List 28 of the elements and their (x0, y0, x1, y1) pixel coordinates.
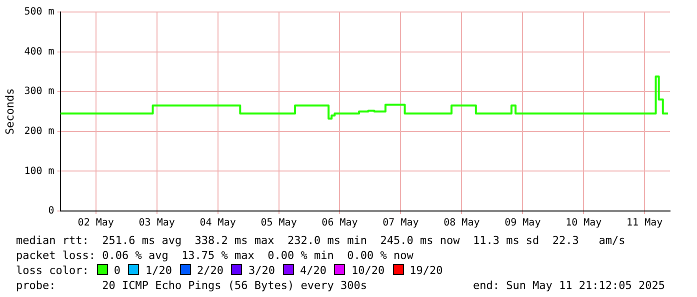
legend-label: 1/20 (145, 264, 172, 277)
text: packet loss: 0.06 % avg 13.75 % max 0.00 % min 0.00 % now (16, 248, 414, 263)
y-tick-label: 200 m (24, 126, 54, 137)
y-tick-label: 400 m (24, 46, 54, 58)
legend-label: 10/20 (351, 264, 385, 277)
legend-label: 2/20 (196, 264, 224, 277)
legend-label: 3/20 (248, 264, 275, 277)
y-tick-label: 0 (48, 206, 54, 217)
x-tick-label: 10 May (566, 218, 602, 229)
y-axis-title: Seconds (3, 88, 16, 135)
x-tick-label: 07 May (382, 218, 419, 229)
x-tick-label: 08 May (444, 218, 480, 229)
legend-label: 19/20 (410, 264, 443, 277)
x-tick-label: 03 May (138, 218, 175, 229)
x-tick-label: 09 May (504, 218, 541, 229)
text: probe: 20 ICMP Echo Pings (56 Bytes) every 300s end: Sun May 11 21:12:05 2025 (16, 278, 666, 293)
y-tick-label: 300 m (24, 86, 54, 98)
y-tick-label: 100 m (24, 166, 54, 177)
x-tick-label: 06 May (322, 218, 358, 229)
x-tick-label: 11 May (626, 218, 663, 229)
y-tick-label: 500 m (24, 6, 54, 18)
x-tick-label: 02 May (78, 218, 114, 229)
text: median rtt: 251.6 ms avg 338.2 ms max 232.0 ms min 245.0 ms now 11.3 ms sd 22.3 am/s (16, 233, 626, 248)
legend-label: 4/20 (300, 264, 326, 277)
legend-label: 0 (114, 264, 120, 277)
text: loss color: (16, 264, 89, 277)
x-tick-label: 05 May (260, 218, 297, 229)
x-tick-label: 04 May (200, 218, 236, 229)
